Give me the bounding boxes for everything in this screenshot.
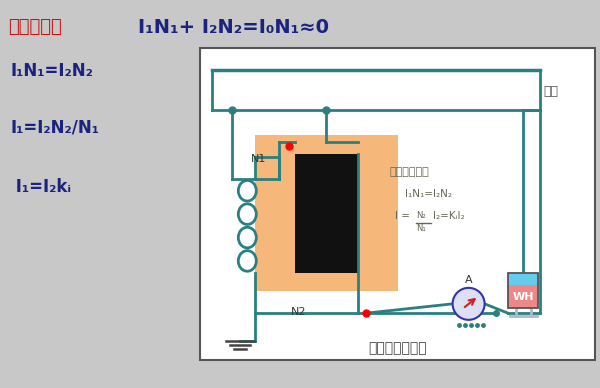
Text: N1: N1	[251, 154, 267, 164]
Text: A: A	[465, 275, 472, 285]
Text: 变流比公式：: 变流比公式：	[389, 166, 430, 177]
Text: I₂=KᵢI₂: I₂=KᵢI₂	[433, 211, 464, 220]
Text: N₂: N₂	[416, 211, 426, 220]
Text: I₁N₁+ I₂N₂=I₀N₁≈0: I₁N₁+ I₂N₂=I₀N₁≈0	[138, 18, 329, 37]
Text: 负载: 负载	[544, 85, 559, 99]
Text: I₁=I₂N₂/N₁: I₁=I₂N₂/N₁	[10, 118, 99, 136]
Bar	[256, 135, 398, 291]
Circle shape	[452, 288, 485, 320]
Bar	[508, 273, 538, 285]
Text: 电流互感器原理: 电流互感器原理	[368, 341, 427, 355]
Bar	[200, 48, 595, 360]
Text: 工作原理：: 工作原理：	[8, 18, 62, 36]
Text: N2: N2	[291, 307, 307, 317]
Text: N₁: N₁	[416, 223, 427, 232]
Text: I =: I =	[395, 211, 410, 220]
Bar	[508, 273, 538, 308]
Text: I₁N₁=I₂N₂: I₁N₁=I₂N₂	[404, 189, 452, 199]
Text: I₁=I₂kᵢ: I₁=I₂kᵢ	[10, 178, 71, 196]
Text: I₁N₁=I₂N₂: I₁N₁=I₂N₂	[10, 62, 93, 80]
Bar	[508, 285, 538, 308]
Text: WH: WH	[512, 292, 534, 302]
Bar	[295, 154, 358, 273]
